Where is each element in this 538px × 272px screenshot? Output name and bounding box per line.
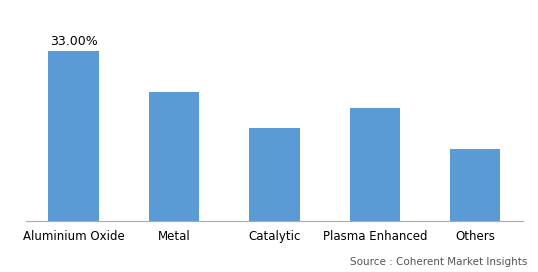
Text: Source : Coherent Market Insights: Source : Coherent Market Insights xyxy=(350,256,527,267)
Bar xyxy=(350,107,400,221)
Bar xyxy=(149,92,199,221)
Bar xyxy=(249,128,300,221)
Bar xyxy=(48,51,98,221)
Bar xyxy=(450,149,500,221)
Text: 33.00%: 33.00% xyxy=(49,35,97,48)
